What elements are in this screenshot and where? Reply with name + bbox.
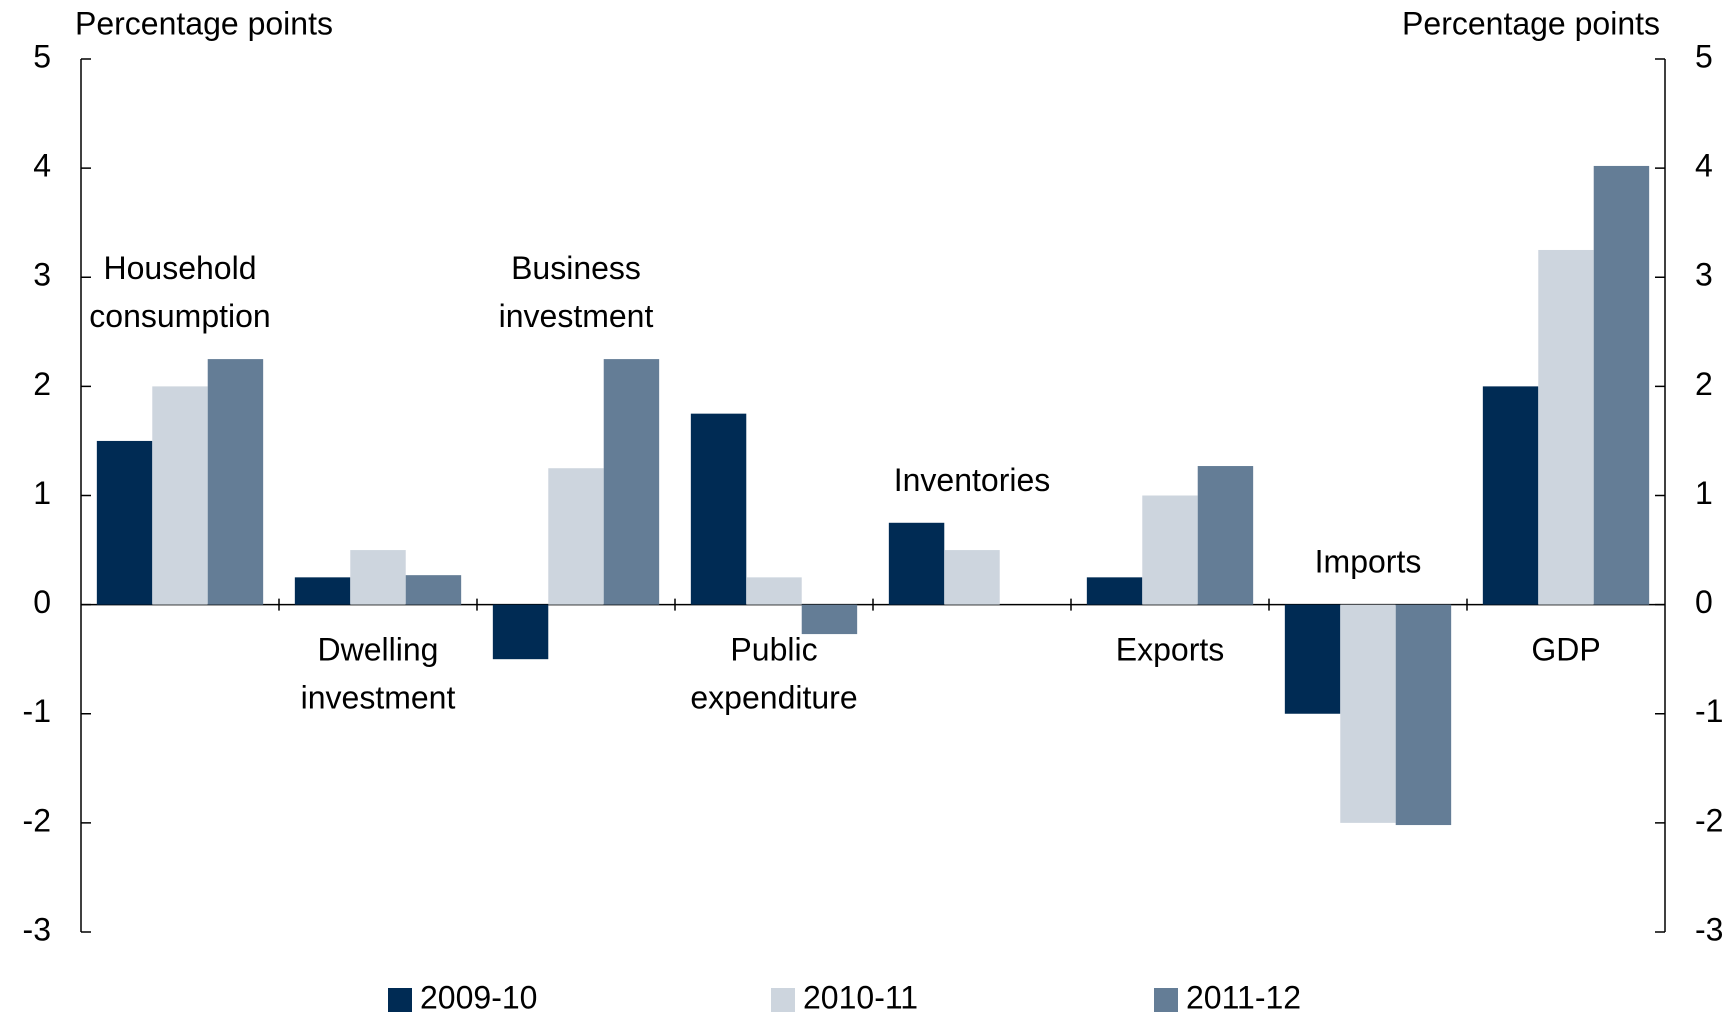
y2-tick-label: 0 xyxy=(1695,584,1713,620)
bar xyxy=(1482,386,1539,605)
category-label: Dwelling investment xyxy=(301,632,456,716)
y-tick-label: 2 xyxy=(33,366,51,402)
bar xyxy=(1086,577,1143,605)
bar xyxy=(152,386,208,605)
bar xyxy=(548,468,604,605)
category-label: Imports xyxy=(1315,544,1422,580)
bar xyxy=(944,550,1000,605)
y-tick-label: 0 xyxy=(33,584,51,620)
y-tick-label: 4 xyxy=(33,148,51,184)
bar xyxy=(294,577,351,605)
legend-swatch xyxy=(388,988,412,1012)
bar xyxy=(888,522,945,605)
bar xyxy=(1142,495,1198,605)
y2-tick-label: -3 xyxy=(1695,911,1723,947)
bar xyxy=(405,575,462,605)
category-label: Household consumption xyxy=(89,251,270,335)
legend-label: 2009-10 xyxy=(420,979,537,1015)
category-label: Exports xyxy=(1116,632,1224,668)
y2-tick-label: 4 xyxy=(1695,148,1713,184)
legend-swatch xyxy=(1154,988,1178,1012)
y-tick-label: -3 xyxy=(23,911,51,947)
y2-tick-label: 5 xyxy=(1695,38,1713,74)
y2-tick-label: -2 xyxy=(1695,802,1723,838)
bar xyxy=(801,604,858,635)
bar xyxy=(746,577,802,605)
y2-tick-label: -1 xyxy=(1695,693,1723,729)
y-tick-label: 1 xyxy=(33,475,51,511)
bar xyxy=(1284,604,1341,714)
bar xyxy=(690,413,747,605)
bar xyxy=(603,359,660,605)
bar xyxy=(1593,165,1650,605)
category-label: GDP xyxy=(1531,632,1600,668)
bar xyxy=(350,550,406,605)
bar xyxy=(1395,604,1452,826)
y-axis-label: Percentage points xyxy=(75,5,333,41)
bar xyxy=(492,604,549,660)
y2-axis-label: Percentage points xyxy=(1402,5,1660,41)
legend-label: 2011-12 xyxy=(1186,979,1301,1015)
y2-tick-label: 1 xyxy=(1695,475,1713,511)
legend-swatch xyxy=(771,988,795,1012)
y-tick-label: -1 xyxy=(23,693,51,729)
y-tick-label: 3 xyxy=(33,257,51,293)
legend-label: 2010-11 xyxy=(803,979,918,1015)
bar xyxy=(1538,249,1594,605)
bar xyxy=(1197,466,1254,605)
y-tick-label: -2 xyxy=(23,802,51,838)
bar xyxy=(1340,604,1396,823)
bar xyxy=(207,359,264,605)
y-tick-label: 5 xyxy=(33,38,51,74)
category-label: Public expenditure xyxy=(690,632,857,716)
category-label: Inventories xyxy=(894,462,1051,498)
y2-tick-label: 2 xyxy=(1695,366,1713,402)
bar xyxy=(96,440,153,605)
y2-tick-label: 3 xyxy=(1695,257,1713,293)
category-label: Business investment xyxy=(499,251,654,335)
